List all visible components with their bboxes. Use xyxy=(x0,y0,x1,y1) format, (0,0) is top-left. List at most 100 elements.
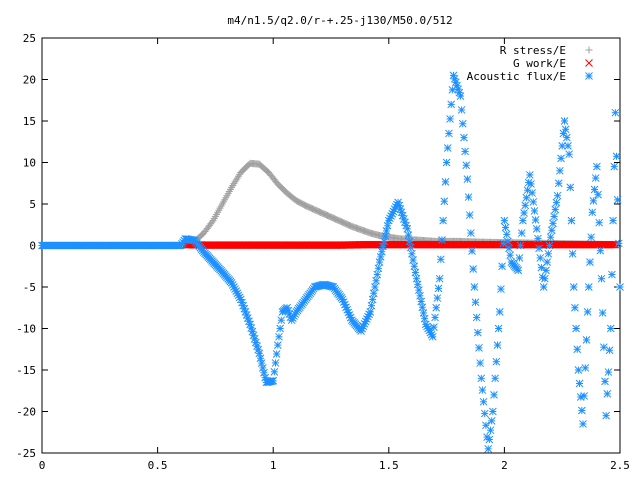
data-point xyxy=(246,320,254,329)
data-point xyxy=(601,377,609,386)
data-point xyxy=(586,258,594,266)
data-point xyxy=(470,283,479,291)
data-point xyxy=(611,108,620,117)
data-point xyxy=(460,133,468,142)
data-point xyxy=(494,324,503,333)
data-point xyxy=(546,233,555,242)
data-point xyxy=(542,266,550,275)
data-point xyxy=(609,240,617,249)
data-point xyxy=(372,276,380,285)
y-tick-label: -25 xyxy=(16,447,36,460)
data-point xyxy=(445,129,453,138)
data-point xyxy=(476,359,484,367)
data-point xyxy=(475,344,483,352)
data-point xyxy=(469,265,478,273)
data-point xyxy=(367,301,376,310)
data-point xyxy=(275,332,283,341)
y-tick-label: -15 xyxy=(16,364,36,377)
data-point xyxy=(579,420,587,428)
data-point xyxy=(432,303,441,312)
data-point xyxy=(405,237,414,246)
data-point xyxy=(273,341,282,349)
data-point xyxy=(527,180,535,188)
data-point xyxy=(379,242,387,251)
axis-ticks: 0 0.5 1 1.5 2 2.5 25 20 15 10 5 0 -5 -10 -15 -20 -25 xyxy=(16,32,630,472)
data-point xyxy=(467,229,475,237)
data-point xyxy=(428,332,437,341)
data-point xyxy=(605,346,614,355)
data-point xyxy=(486,426,495,435)
data-point xyxy=(569,283,578,291)
data-point xyxy=(269,376,278,385)
data-point xyxy=(441,178,450,186)
data-point xyxy=(535,244,543,253)
data-point xyxy=(490,391,498,399)
data-point xyxy=(522,193,531,202)
data-point xyxy=(373,270,382,279)
data-point xyxy=(565,150,573,159)
x-tick-label: 1 xyxy=(270,459,277,472)
data-point xyxy=(593,162,601,171)
legend-label: Acoustic flux/E xyxy=(467,70,566,83)
data-point xyxy=(493,341,502,349)
data-point xyxy=(457,106,466,114)
data-point xyxy=(411,268,420,277)
data-point xyxy=(403,225,412,233)
data-point xyxy=(608,240,616,249)
data-point xyxy=(573,345,582,354)
data-point xyxy=(464,193,473,201)
data-point xyxy=(433,294,442,302)
data-point xyxy=(378,247,386,256)
data-point xyxy=(545,241,554,250)
y-tick-label: -5 xyxy=(23,281,36,294)
data-point xyxy=(606,324,615,333)
data-point xyxy=(589,197,598,205)
data-point xyxy=(487,416,496,425)
y-tick-label: -20 xyxy=(16,406,36,419)
data-point xyxy=(276,324,284,333)
data-point xyxy=(495,308,504,316)
data-point xyxy=(501,223,510,232)
data-point xyxy=(603,390,612,398)
data-point xyxy=(505,244,513,253)
data-point xyxy=(258,364,267,372)
data-point xyxy=(590,185,599,194)
data-point xyxy=(461,147,469,156)
y-tick-label: 0 xyxy=(29,240,36,253)
data-point xyxy=(608,270,616,279)
data-point xyxy=(519,216,527,225)
data-point xyxy=(447,100,456,109)
legend-marker xyxy=(585,72,593,80)
data-point xyxy=(520,209,528,217)
data-point xyxy=(530,207,539,215)
data-point xyxy=(366,308,375,316)
data-point xyxy=(612,152,621,161)
data-point xyxy=(529,198,538,206)
data-point xyxy=(446,115,454,123)
data-point xyxy=(525,171,534,179)
data-point xyxy=(468,247,476,255)
data-point xyxy=(485,435,494,444)
data-point xyxy=(614,239,623,248)
data-point xyxy=(564,142,572,150)
data-point xyxy=(478,386,487,394)
data-point xyxy=(580,392,589,400)
data-point xyxy=(404,231,413,239)
data-point xyxy=(502,230,511,239)
series-2 xyxy=(38,71,624,453)
data-point xyxy=(582,336,591,344)
data-point xyxy=(550,212,558,221)
data-point xyxy=(610,162,619,171)
data-point xyxy=(556,166,564,175)
data-point xyxy=(488,407,497,416)
data-point xyxy=(566,183,575,192)
legend-label: G work/E xyxy=(513,57,566,70)
data-point xyxy=(616,283,624,291)
data-point xyxy=(463,175,472,183)
y-tick-label: 20 xyxy=(23,74,36,87)
data-point xyxy=(277,316,286,325)
data-point xyxy=(369,289,378,298)
y-tick-label: 5 xyxy=(29,198,36,211)
data-point xyxy=(610,240,619,249)
